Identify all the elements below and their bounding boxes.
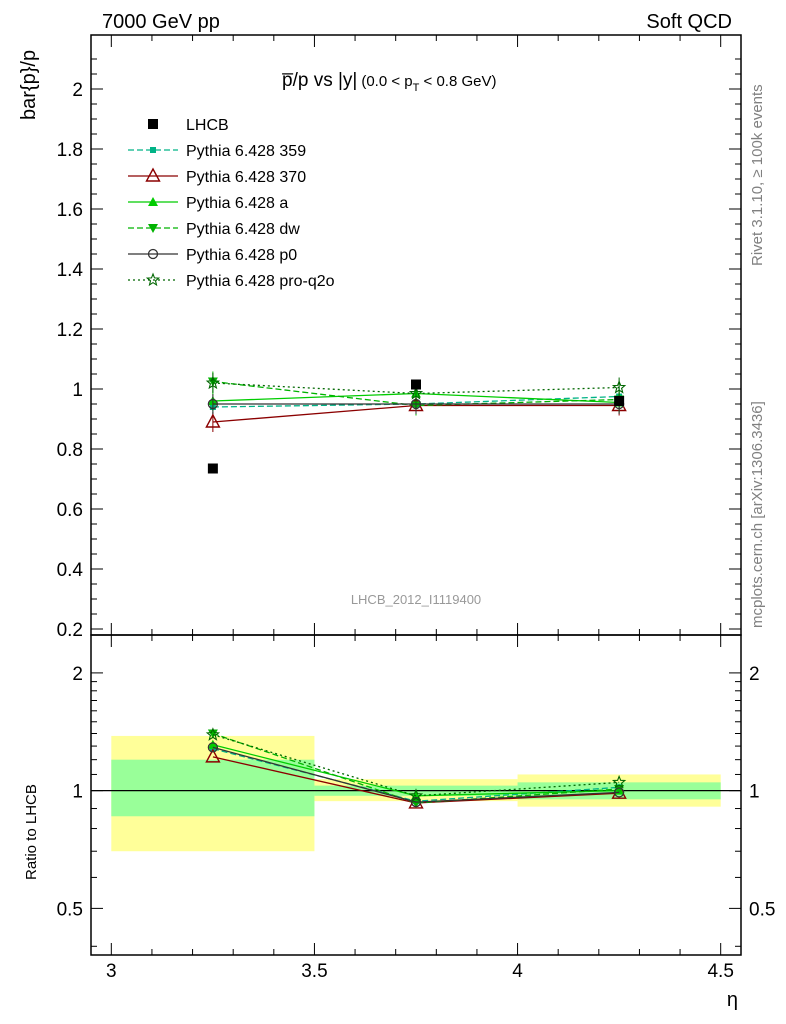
uncertainty-band-inner xyxy=(111,759,315,817)
ratio-point xyxy=(205,727,221,741)
legend-marker xyxy=(148,224,158,233)
data-point xyxy=(205,413,221,428)
data-point xyxy=(611,380,627,394)
y-tick-label-ratio: 1 xyxy=(72,782,83,803)
legend-label: Pythia 6.428 pro-q2o xyxy=(186,273,335,290)
y-tick-label-ratio-right: 0.5 xyxy=(749,899,775,920)
series-data xyxy=(207,379,625,474)
ratio-frame xyxy=(90,634,742,956)
legend-label: Pythia 6.428 p0 xyxy=(186,247,297,264)
data-point xyxy=(411,379,421,390)
y-tick-label-main: 0.4 xyxy=(57,560,84,581)
y-tick-label-main: 0.2 xyxy=(57,620,83,641)
ratio-series-pp0 xyxy=(207,742,625,808)
legend: LHCB Pythia 6.428 359 Pythia 6.428 370 Pyth… xyxy=(128,117,335,290)
data-point xyxy=(205,375,221,390)
y-axis-label-ratio: Ratio to LHCB xyxy=(23,784,40,880)
y-tick-label-main: 1.6 xyxy=(57,200,83,221)
y-tick-label-main: 2 xyxy=(72,80,83,101)
data-point xyxy=(408,385,424,400)
main-title: p̅/p vs |y| (0.0 < pT < 0.8 GeV) xyxy=(282,70,497,94)
legend-label: Pythia 6.428 370 xyxy=(186,169,306,186)
ratio-point xyxy=(207,742,219,753)
ratio-panel: 3 3.5 4 4.5 0.5 0.5 1 1 2 2 Ratio to LHCB η xyxy=(23,634,775,1011)
ratio-series-pq2o xyxy=(205,727,627,802)
data-point xyxy=(614,396,625,406)
legend-marker xyxy=(148,119,158,129)
legend-label: Pythia 6.428 a xyxy=(186,195,288,212)
x-tick-label: 4 xyxy=(512,961,523,982)
y-tick-label-main: 0.8 xyxy=(57,440,83,461)
ratio-line xyxy=(212,746,620,803)
ratio-point xyxy=(408,788,424,802)
x-tick-label: 4.5 xyxy=(707,961,733,982)
ratio-point xyxy=(410,796,422,808)
y-tick-label-ratio: 0.5 xyxy=(57,899,83,920)
watermark: LHCB_2012_I1119400 xyxy=(351,592,481,607)
legend-marker xyxy=(147,248,159,260)
y-axis-label-main: bar{p}/p xyxy=(18,50,40,120)
x-tick-label: 3 xyxy=(106,961,117,982)
mcplots-label: mcplots.cern.ch [arXiv:1306.3436] xyxy=(749,401,766,628)
x-tick-label: 3.5 xyxy=(301,961,327,982)
x-axis-label: η xyxy=(727,989,738,1011)
legend-label: Pythia 6.428 359 xyxy=(186,143,306,160)
y-tick-label-ratio: 2 xyxy=(72,664,83,685)
legend-marker xyxy=(148,197,158,206)
y-tick-label-main: 1.2 xyxy=(57,320,83,341)
legend-marker xyxy=(150,147,156,153)
y-tick-label-ratio-right: 2 xyxy=(749,664,760,685)
ratio-point xyxy=(207,729,218,739)
y-tick-label-main: 0.6 xyxy=(57,500,83,521)
rivet-label: Rivet 3.1.10, ≥ 100k events xyxy=(749,84,766,266)
series-line xyxy=(212,380,620,407)
header-right: Soft QCD xyxy=(646,11,732,33)
data-point xyxy=(207,398,219,410)
legend-marker xyxy=(145,272,161,287)
ratio-point xyxy=(611,774,627,789)
header-left: 7000 GeV pp xyxy=(102,11,220,33)
y-tick-label-main: 1.4 xyxy=(57,260,84,281)
legend-label: LHCB xyxy=(186,117,229,134)
ratio-point xyxy=(205,748,221,763)
legend-marker xyxy=(145,167,161,182)
y-tick-label-ratio-right: 1 xyxy=(749,782,760,803)
y-tick-label-main: 1.8 xyxy=(57,140,83,161)
main-panel: 0.2 0.4 0.6 0.8 1 1.2 1.4 1.6 1.8 2 p̅/p vs |y| (0… xyxy=(18,34,742,641)
ratio-line xyxy=(212,734,620,797)
ratio-point xyxy=(613,787,625,798)
ratio-point xyxy=(207,739,218,749)
y-tick-label-main: 1 xyxy=(72,380,83,401)
data-point xyxy=(207,463,218,474)
legend-label: Pythia 6.428 dw xyxy=(186,221,300,238)
